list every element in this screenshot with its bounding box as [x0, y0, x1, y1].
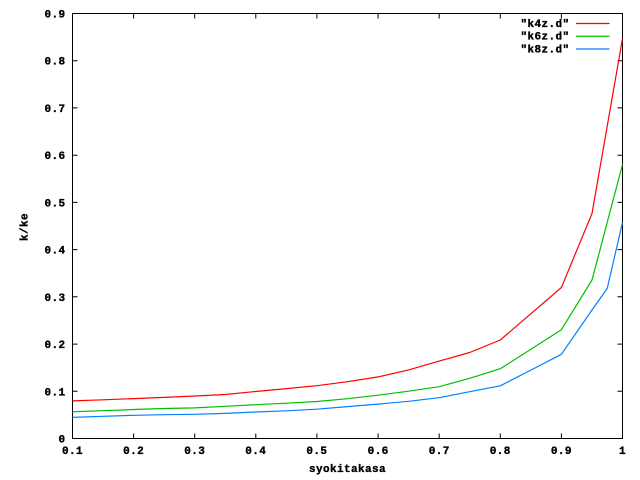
svg-text:0.7: 0.7 [44, 104, 65, 116]
svg-text:syokitakasa: syokitakasa [309, 464, 386, 476]
svg-text:0.3: 0.3 [184, 446, 205, 458]
svg-text:k/ke: k/ke [20, 213, 32, 241]
svg-text:0.7: 0.7 [429, 446, 450, 458]
svg-text:1: 1 [619, 446, 626, 458]
svg-text:0.4: 0.4 [245, 446, 266, 458]
svg-text:"k4z.d": "k4z.d" [520, 19, 569, 31]
svg-text:0.6: 0.6 [44, 151, 65, 163]
svg-text:0.8: 0.8 [490, 446, 511, 458]
svg-text:0.2: 0.2 [44, 340, 65, 352]
svg-text:"k6z.d": "k6z.d" [520, 32, 569, 44]
svg-text:0.5: 0.5 [306, 446, 327, 458]
svg-text:0.6: 0.6 [368, 446, 389, 458]
svg-text:0.2: 0.2 [123, 446, 144, 458]
svg-text:0.4: 0.4 [44, 246, 65, 258]
svg-text:"k8z.d": "k8z.d" [520, 44, 569, 56]
svg-text:0.9: 0.9 [44, 10, 65, 22]
svg-text:0.3: 0.3 [44, 293, 65, 305]
svg-text:0.1: 0.1 [62, 446, 83, 458]
svg-text:0.5: 0.5 [44, 198, 65, 210]
svg-text:0.9: 0.9 [551, 446, 572, 458]
svg-text:0.8: 0.8 [44, 57, 65, 69]
svg-text:0.1: 0.1 [44, 387, 65, 399]
svg-text:0: 0 [58, 435, 65, 447]
